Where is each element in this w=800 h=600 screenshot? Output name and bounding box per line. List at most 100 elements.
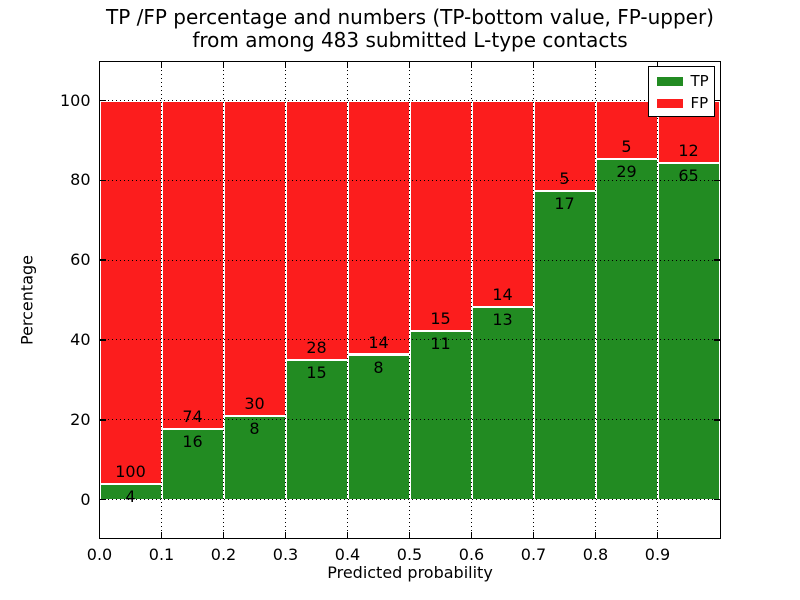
x-tick-mark <box>656 531 659 538</box>
y-tick-mark <box>713 419 720 421</box>
fp-bar-segment <box>409 100 472 331</box>
x-tick-mark <box>222 61 225 68</box>
tp-bar-segment <box>409 330 472 500</box>
fp-bar-segment <box>471 100 534 308</box>
x-tick-mark <box>656 61 659 68</box>
fp-bar-segment <box>285 100 348 361</box>
y-tick-mark <box>99 419 106 421</box>
fp-legend-swatch <box>656 98 683 108</box>
fp-count-label: 15 <box>430 308 451 328</box>
y-tick-mark <box>713 259 720 261</box>
tp-bar-segment <box>657 162 720 500</box>
fp-count-label: 14 <box>492 285 513 305</box>
y-tick-label: 60 <box>70 250 91 270</box>
x-tick-label: 0.8 <box>582 544 609 564</box>
tp-bar-segment <box>223 415 286 500</box>
tp-count-label: 13 <box>492 310 513 330</box>
y-tick-mark <box>99 339 106 341</box>
x-tick-mark <box>408 61 411 68</box>
tp-bar-segment <box>533 191 596 500</box>
y-tick-mark <box>713 99 720 102</box>
chart-title-line2: from among 483 submitted L-type contacts <box>192 28 628 52</box>
v-gridline <box>657 61 658 538</box>
x-tick-mark <box>346 531 349 538</box>
bars-layer <box>99 62 720 538</box>
tp-count-label: 15 <box>306 363 327 383</box>
x-tick-mark <box>160 61 163 68</box>
tp-bar-segment <box>161 428 224 500</box>
fp-count-label: 30 <box>244 393 265 413</box>
x-tick-label: 0.0 <box>86 544 113 564</box>
y-tick-label: 40 <box>70 329 91 349</box>
x-tick-mark <box>160 531 163 538</box>
x-tick-mark <box>222 531 225 538</box>
v-gridline <box>161 61 162 538</box>
fp-bar-segment <box>533 100 596 192</box>
x-axis-label: Predicted probability <box>327 563 493 582</box>
x-tick-mark <box>408 531 411 538</box>
y-tick-mark <box>713 179 720 182</box>
y-tick-mark <box>99 99 106 102</box>
y-tick-label: 20 <box>70 409 91 429</box>
legend-box: TP FP <box>647 65 715 117</box>
v-gridline <box>223 61 224 538</box>
plot-area: 100 4 74 16 30 8 28 15 14 8 15 11 14 13 5 17 5 29 12 65 TP … <box>60 60 721 564</box>
fp-count-label: 74 <box>182 406 203 426</box>
tp-bar-segment <box>471 307 534 500</box>
fp-count-label: 5 <box>559 169 570 189</box>
x-tick-label: 0.5 <box>396 544 423 564</box>
tp-legend-label: TP <box>690 71 709 90</box>
tp-count-label: 4 <box>125 487 136 507</box>
tp-legend-swatch <box>656 76 683 86</box>
v-gridline <box>409 61 410 538</box>
x-tick-mark <box>532 61 535 68</box>
fp-count-label: 5 <box>621 137 632 157</box>
x-tick-label: 0.4 <box>334 544 361 564</box>
x-tick-mark <box>98 531 101 538</box>
legend-item-fp: FP <box>656 93 714 112</box>
v-gridline <box>595 61 596 538</box>
y-tick-mark <box>713 498 720 501</box>
legend-item-tp: TP <box>656 71 714 90</box>
bar-labels-layer: 100 4 74 16 30 8 28 15 14 8 15 11 14 13 5 17 5 29 12 65 <box>100 62 720 538</box>
tp-count-label: 8 <box>249 418 260 438</box>
x-tick-label: 0.2 <box>210 544 237 564</box>
x-tick-mark <box>532 531 535 538</box>
chart-title: TP /FP percentage and numbers (TP-bottom… <box>100 6 720 52</box>
fp-count-label: 28 <box>306 338 327 358</box>
x-tick-label: 0.9 <box>644 544 671 564</box>
fp-count-label: 100 <box>115 462 146 482</box>
tp-count-label: 16 <box>182 431 203 451</box>
tp-bar-segment <box>347 354 410 500</box>
fp-bar-segment <box>347 100 410 355</box>
y-axis-label: Percentage <box>17 254 37 346</box>
x-tick-label: 0.6 <box>458 544 485 564</box>
x-tick-mark <box>594 61 597 68</box>
x-tick-mark <box>470 61 473 68</box>
tp-bar-segment <box>595 159 658 500</box>
x-tick-mark <box>594 531 597 538</box>
tp-count-label: 17 <box>554 194 575 214</box>
v-gridline <box>533 61 534 538</box>
v-gridline <box>471 61 472 538</box>
x-tick-label: 0.3 <box>272 544 299 564</box>
fp-count-label: 12 <box>678 140 699 160</box>
v-gridline <box>285 61 286 538</box>
tp-count-label: 11 <box>430 333 451 353</box>
ticks-layer <box>98 61 720 538</box>
fp-legend-label: FP <box>690 93 709 112</box>
v-gridline <box>347 61 348 538</box>
x-tick-mark <box>284 531 287 538</box>
y-tick-label: 100 <box>59 90 91 110</box>
x-tick-mark <box>346 61 349 68</box>
tp-count-label: 65 <box>678 165 699 185</box>
y-tick-label: 0 <box>80 489 91 509</box>
tp-count-label: 8 <box>373 357 384 377</box>
fp-count-label: 14 <box>368 332 389 352</box>
x-tick-mark <box>284 61 287 68</box>
fp-bar-segment <box>99 100 162 485</box>
fp-bar-segment <box>223 100 286 416</box>
x-tick-label: 0.7 <box>520 544 547 564</box>
chart-title-line1: TP /FP percentage and numbers (TP-bottom… <box>106 5 714 29</box>
